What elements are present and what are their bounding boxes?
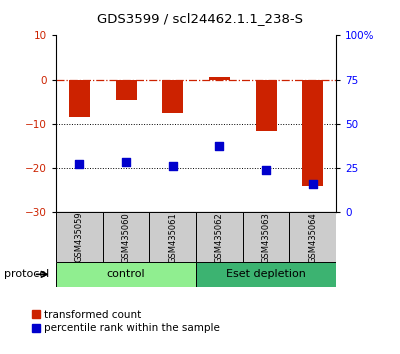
Bar bbox=[209, 78, 230, 80]
Bar bbox=[256, 80, 276, 131]
Bar bbox=[196, 212, 243, 262]
Point bbox=[263, 167, 269, 173]
Point bbox=[76, 161, 82, 167]
Bar bbox=[116, 80, 136, 99]
Text: GSM435059: GSM435059 bbox=[75, 212, 84, 263]
Legend: transformed count, percentile rank within the sample: transformed count, percentile rank withi… bbox=[32, 310, 220, 333]
Point bbox=[170, 163, 176, 169]
Bar bbox=[243, 212, 289, 262]
Text: GSM435060: GSM435060 bbox=[122, 212, 130, 263]
Text: GSM435061: GSM435061 bbox=[168, 212, 177, 263]
Bar bbox=[56, 212, 103, 262]
Bar bbox=[103, 212, 149, 262]
Text: control: control bbox=[107, 269, 145, 279]
Bar bbox=[289, 212, 336, 262]
Text: protocol: protocol bbox=[4, 269, 49, 279]
Point bbox=[216, 143, 222, 149]
Text: GSM435063: GSM435063 bbox=[262, 212, 270, 263]
Bar bbox=[302, 80, 323, 186]
Bar bbox=[149, 212, 196, 262]
Bar bbox=[69, 80, 90, 117]
Text: GSM435064: GSM435064 bbox=[308, 212, 317, 263]
Bar bbox=[196, 262, 336, 287]
Bar bbox=[162, 80, 183, 113]
Bar bbox=[56, 262, 196, 287]
Text: GDS3599 / scl24462.1.1_238-S: GDS3599 / scl24462.1.1_238-S bbox=[97, 12, 303, 25]
Point bbox=[123, 159, 129, 164]
Point bbox=[310, 181, 316, 187]
Text: Eset depletion: Eset depletion bbox=[226, 269, 306, 279]
Text: GSM435062: GSM435062 bbox=[215, 212, 224, 263]
